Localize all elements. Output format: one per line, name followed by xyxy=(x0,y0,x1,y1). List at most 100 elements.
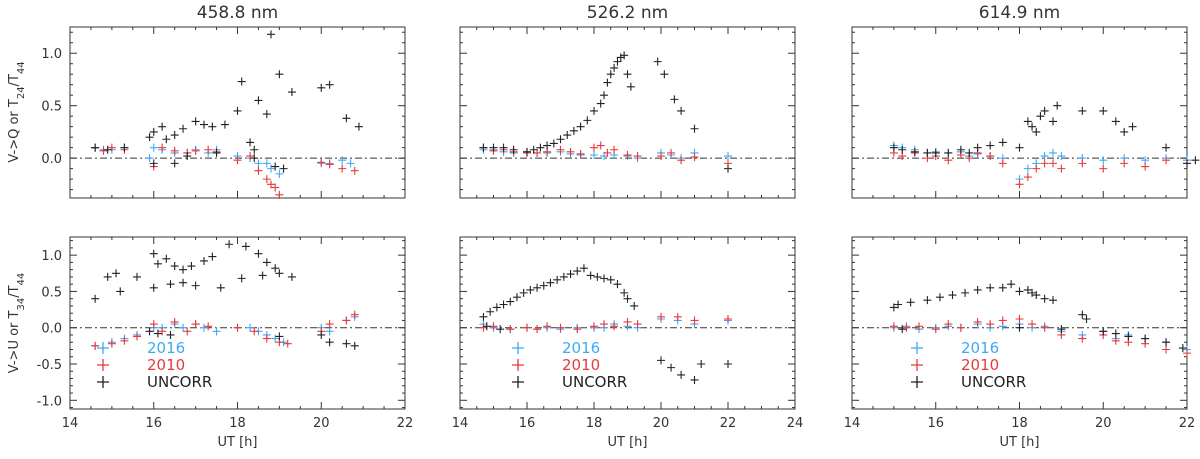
data-point-2010 xyxy=(523,323,531,332)
data-point-2010 xyxy=(1057,164,1066,173)
x-tick-label: 18 xyxy=(229,416,246,431)
data-point-uncorr xyxy=(91,294,100,303)
data-point-uncorr xyxy=(623,294,632,303)
data-point-2010 xyxy=(250,327,259,336)
data-point-uncorr xyxy=(889,143,898,152)
x-tick-label: 20 xyxy=(313,416,330,431)
data-point-uncorr xyxy=(579,264,588,273)
y-label-subscript: 44 xyxy=(16,61,27,74)
data-point-uncorr xyxy=(898,325,907,334)
y-label-part: /T xyxy=(7,74,22,86)
data-point-2010 xyxy=(191,320,200,329)
legend-marker xyxy=(512,359,524,371)
data-point-uncorr xyxy=(496,325,505,334)
data-point-2010 xyxy=(1183,349,1191,358)
data-point-uncorr xyxy=(889,303,898,312)
legend-label: 2010 xyxy=(562,356,600,374)
data-point-2010 xyxy=(262,175,271,184)
x-tick-label: 22 xyxy=(720,416,737,431)
data-point-2010 xyxy=(998,316,1007,325)
data-point-uncorr xyxy=(539,281,548,290)
data-point-2010 xyxy=(657,312,665,321)
data-point-uncorr xyxy=(342,114,351,123)
x-tick-label: 20 xyxy=(653,416,670,431)
data-point-uncorr xyxy=(200,256,208,265)
data-point-uncorr xyxy=(660,70,669,79)
data-point-uncorr xyxy=(191,117,200,126)
data-point-uncorr xyxy=(1032,291,1041,300)
data-point-uncorr xyxy=(697,360,706,369)
data-point-2010 xyxy=(325,320,334,329)
legend-marker xyxy=(911,342,923,354)
data-point-uncorr xyxy=(1099,327,1108,336)
data-point-2016 xyxy=(338,156,347,165)
data-point-uncorr xyxy=(1007,280,1016,289)
data-point-uncorr xyxy=(677,370,686,379)
data-point-uncorr xyxy=(620,51,629,60)
data-point-uncorr xyxy=(536,143,545,152)
data-point-2010 xyxy=(610,322,619,331)
data-point-uncorr xyxy=(1191,156,1200,165)
legend-marker xyxy=(911,376,923,388)
data-point-2010 xyxy=(1099,164,1108,173)
data-point-uncorr xyxy=(162,135,171,144)
data-point-2010 xyxy=(233,323,242,332)
data-point-uncorr xyxy=(894,300,903,309)
data-point-uncorr xyxy=(519,288,528,297)
data-point-2016 xyxy=(1049,148,1057,157)
data-point-2010 xyxy=(902,323,911,332)
data-point-2010 xyxy=(1120,159,1129,168)
data-point-uncorr xyxy=(482,322,491,331)
data-point-uncorr xyxy=(325,338,334,347)
data-point-uncorr xyxy=(1178,344,1187,353)
data-point-uncorr xyxy=(250,145,259,154)
data-point-2010 xyxy=(556,145,565,154)
legend-marker xyxy=(512,376,524,388)
data-point-uncorr xyxy=(923,148,932,157)
data-point-uncorr xyxy=(271,264,280,273)
data-point-uncorr xyxy=(112,269,121,278)
data-point-uncorr xyxy=(1053,101,1062,110)
data-point-2010 xyxy=(556,323,565,332)
data-point-uncorr xyxy=(486,307,495,316)
data-point-2016 xyxy=(200,323,208,332)
data-point-uncorr xyxy=(149,159,158,168)
y-axis-label: V->U or T34/T44 xyxy=(7,273,27,374)
panel-title: 526.2 nm xyxy=(587,3,668,23)
data-point-uncorr xyxy=(262,258,271,267)
data-point-uncorr xyxy=(1015,143,1024,152)
data-point-2010 xyxy=(1162,345,1171,354)
data-point-2010 xyxy=(506,325,515,334)
data-point-uncorr xyxy=(600,91,609,100)
legend-label: UNCORR xyxy=(562,373,627,391)
data-point-uncorr xyxy=(523,147,531,156)
data-point-2010 xyxy=(1015,315,1024,324)
x-tick-label: 14 xyxy=(844,416,861,431)
data-point-uncorr xyxy=(670,95,679,104)
legend-marker xyxy=(911,359,923,371)
data-point-2010 xyxy=(107,339,116,348)
top-panel-2 xyxy=(459,26,796,199)
data-point-uncorr xyxy=(241,242,250,251)
data-point-2010 xyxy=(566,147,575,156)
data-point-uncorr xyxy=(556,135,565,144)
legend-label: 2016 xyxy=(147,339,185,357)
data-point-2016 xyxy=(346,159,355,168)
data-point-2010 xyxy=(590,322,598,331)
data-point-2010 xyxy=(267,180,275,189)
data-point-uncorr xyxy=(593,272,602,281)
data-point-uncorr xyxy=(267,30,275,39)
data-point-uncorr xyxy=(931,148,940,157)
data-point-2010 xyxy=(1162,156,1171,165)
panel-title: 458.8 nm xyxy=(197,3,278,23)
data-point-2010 xyxy=(633,320,642,329)
data-point-uncorr xyxy=(998,138,1007,147)
data-point-uncorr xyxy=(677,106,686,115)
data-point-uncorr xyxy=(1032,127,1041,136)
data-point-2010 xyxy=(600,320,609,329)
data-point-uncorr xyxy=(254,249,263,258)
data-point-uncorr xyxy=(1082,315,1091,324)
data-point-uncorr xyxy=(499,300,508,309)
x-tick-label: 18 xyxy=(586,416,603,431)
data-point-uncorr xyxy=(563,131,572,140)
